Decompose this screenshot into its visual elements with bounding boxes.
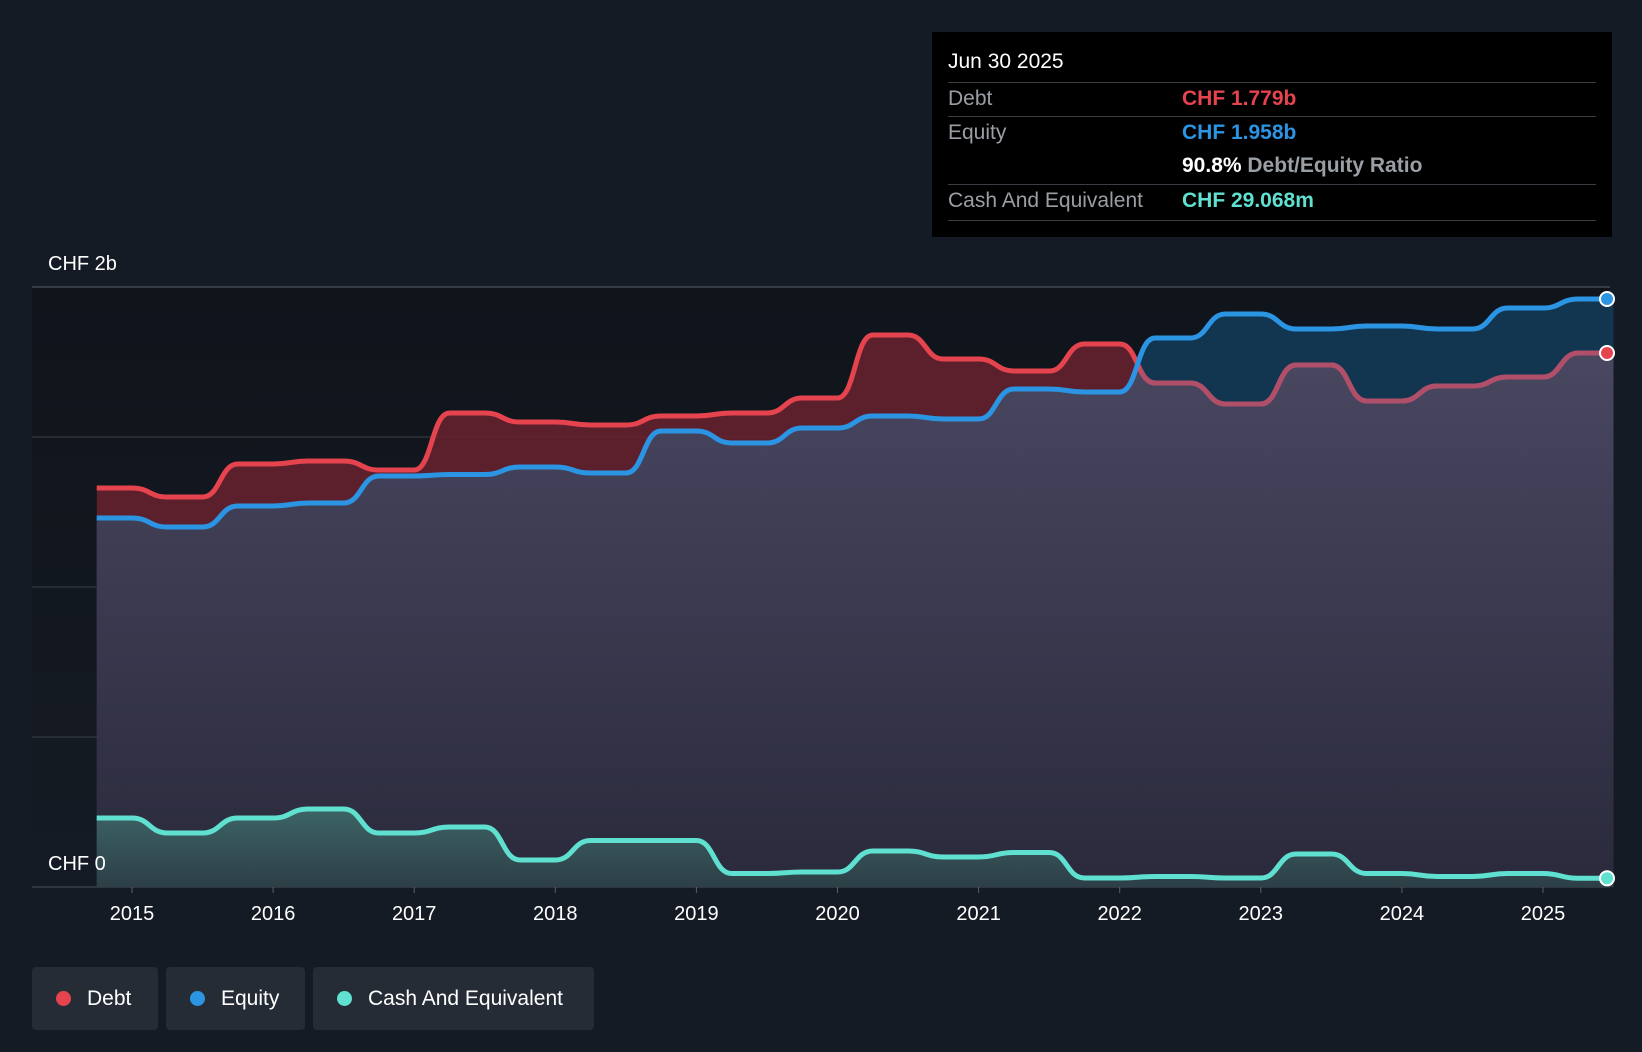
x-tick-label: 2017 [392,903,437,925]
equity-line [96,296,1614,530]
equity-dot-icon [190,991,205,1006]
tooltip-ratio-row: 90.8% Debt/Equity Ratio [948,150,1596,184]
x-tick-label: 2016 [251,903,296,925]
y-axis-bottom-label: CHF 0 [48,853,106,875]
legend: Debt Equity Cash And Equivalent [32,967,594,1030]
x-tick-label: 2023 [1239,903,1284,925]
x-tick-label: 2015 [110,903,155,925]
cash-end-marker[interactable] [1599,870,1615,887]
x-tick-label: 2024 [1380,903,1425,925]
x-axis-ticks: 2015 2016 2017 2018 2019 2020 2021 2022 2023 2024… [110,887,1566,925]
legend-cash-label: Cash And Equivalent [368,986,563,1010]
equity-end-marker[interactable] [1599,291,1615,307]
series-lines [96,296,1614,881]
legend-equity-label: Equity [221,986,280,1010]
tooltip-equity-row: Equity CHF 1.958b [948,116,1596,151]
tooltip-debt-label: Debt [948,87,993,110]
tooltip-debt-row: Debt CHF 1.779b [948,82,1596,117]
legend-item-cash[interactable]: Cash And Equivalent [313,967,594,1030]
x-tick-label: 2021 [956,903,1001,925]
tooltip-cash-value: CHF 29.068m [1182,189,1314,212]
tooltip-date: Jun 30 2025 [948,50,1064,73]
x-tick-label: 2025 [1521,903,1566,925]
debt-end-marker[interactable] [1599,345,1615,361]
legend-debt-label: Debt [87,986,132,1010]
x-tick-label: 2022 [1097,903,1142,925]
debt-dot-icon [56,991,71,1006]
tooltip-ratio-value: 90.8% [1182,154,1242,177]
end-markers [1599,291,1615,887]
x-tick-label: 2019 [674,903,719,925]
tooltip-cash-row: Cash And Equivalent CHF 29.068m [948,184,1596,219]
cash-line [96,806,1614,881]
x-tick-label: 2018 [533,903,578,925]
tooltip-divider [948,220,1596,221]
tooltip: Jun 30 2025 Debt CHF 1.779b Equity CHF 1… [932,32,1612,237]
legend-item-equity[interactable]: Equity [166,967,305,1030]
tooltip-cash-label: Cash And Equivalent [948,189,1143,212]
y-axis-top-label: CHF 2b [48,253,117,275]
tooltip-ratio-label: Debt/Equity Ratio [1247,154,1423,177]
legend-item-debt[interactable]: Debt [32,967,158,1030]
tooltip-equity-value: CHF 1.958b [1182,121,1297,144]
tooltip-equity-label: Equity [948,121,1007,144]
x-tick-label: 2020 [815,903,860,925]
cash-dot-icon [337,991,352,1006]
debt-line-muted [1140,350,1610,407]
tooltip-debt-value: CHF 1.779b [1182,87,1297,110]
